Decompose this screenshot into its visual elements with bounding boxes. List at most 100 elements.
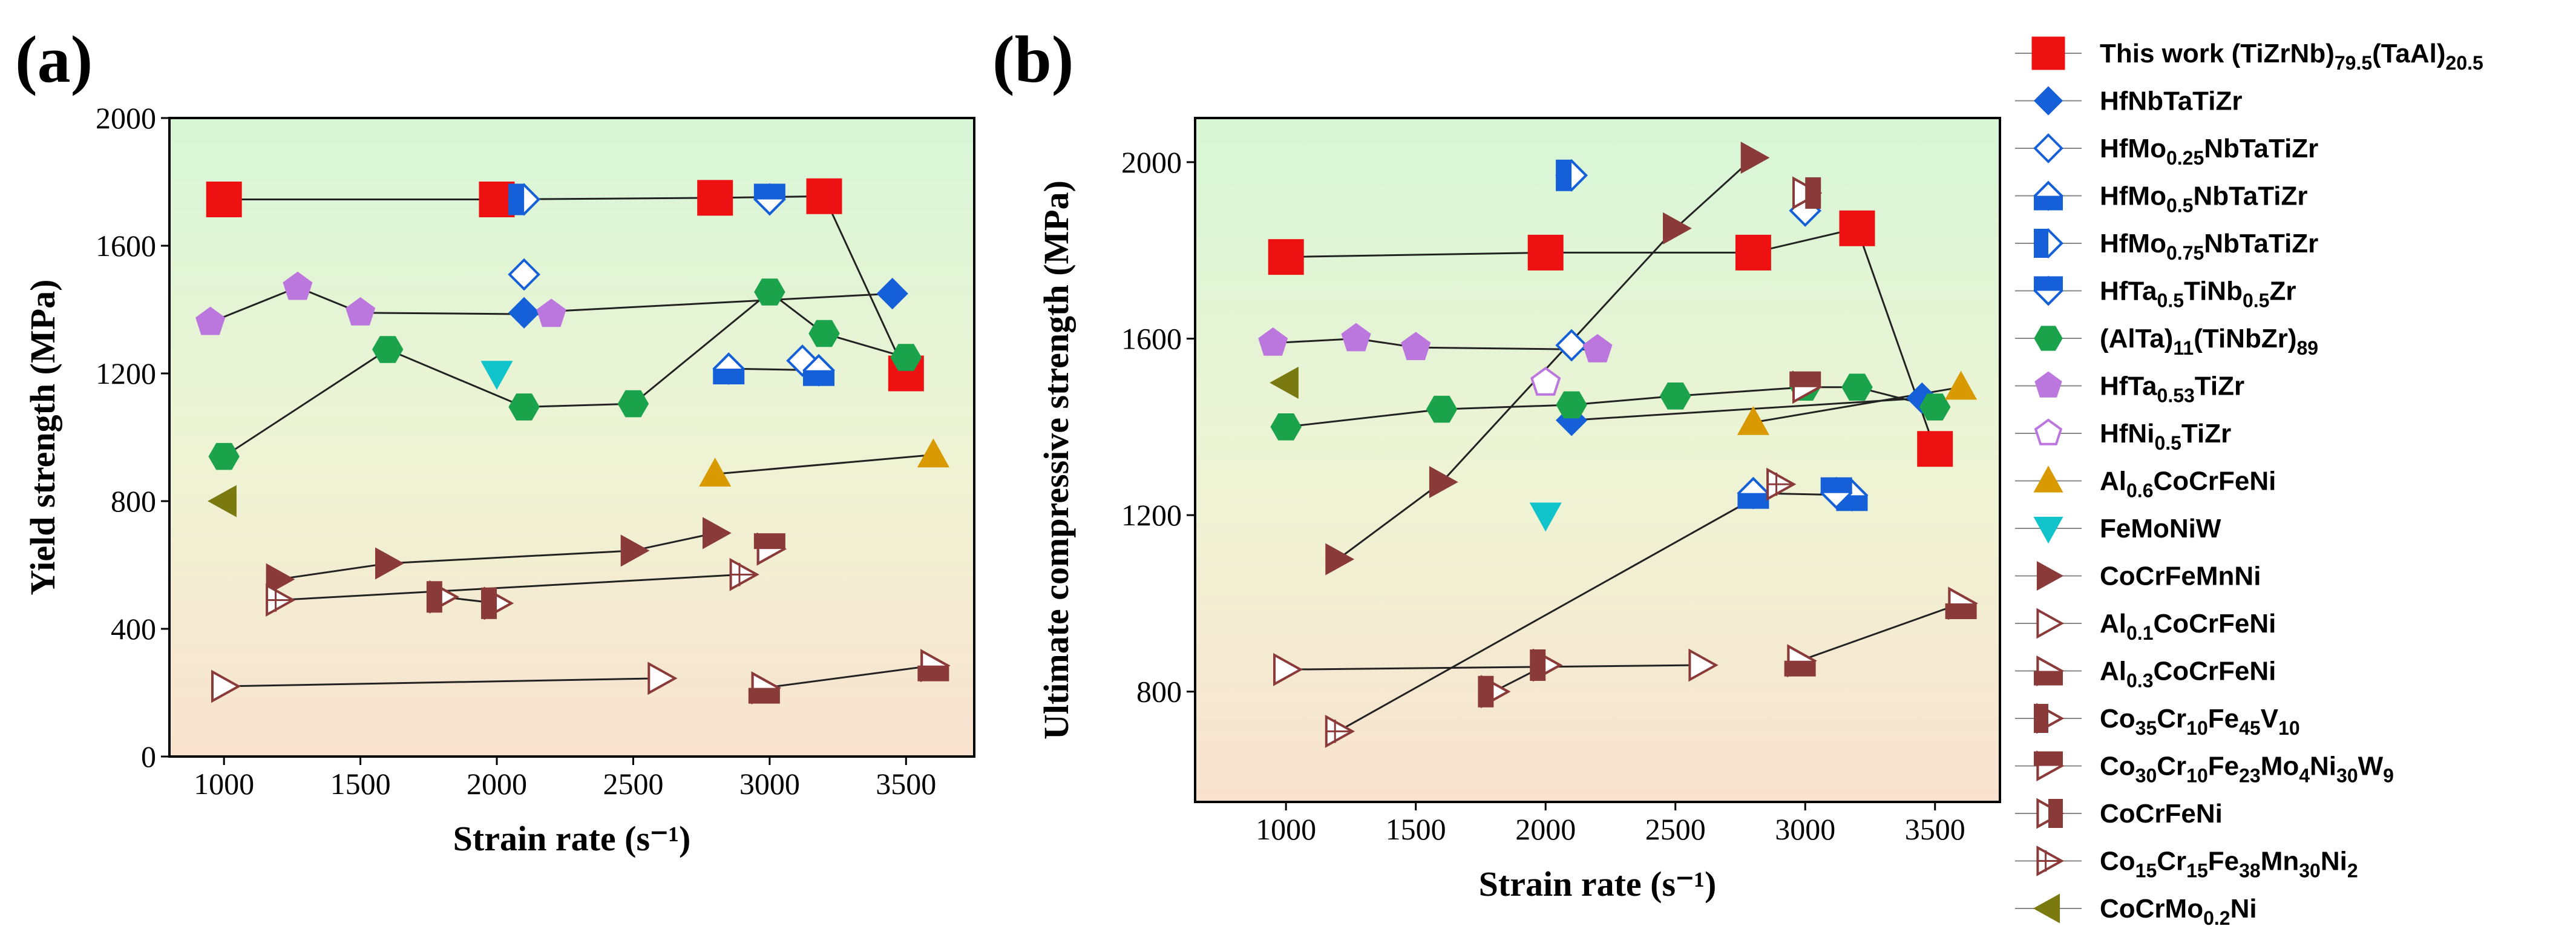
legend-label: FeMoNiW	[2100, 514, 2221, 543]
legend-label: HfNi0.5TiZr	[2100, 419, 2231, 454]
legend-marker	[2036, 560, 2064, 591]
series-line-al0-1cocrfeni	[224, 677, 661, 688]
data-point-co35cr10fe45v10	[1530, 648, 1563, 682]
data-point-alta-11-tinbzr-89	[1659, 383, 1691, 410]
x-tick-label: 3500	[876, 767, 936, 801]
series-line-cocrfemnni	[1337, 157, 1754, 560]
legend-label: HfNbTaTiZr	[2100, 87, 2242, 116]
data-point-co15cr15fe38mn30ni2	[1766, 467, 1797, 501]
y-tick-label: 1600	[1121, 322, 1182, 356]
legend-marker	[2034, 418, 2063, 445]
data-point-al0-6cocrfeni	[699, 458, 732, 487]
data-point-al0-1cocrfeni	[647, 662, 678, 695]
y-tick-label: 1200	[1121, 498, 1182, 532]
data-point-alta-11-tinbzr-89	[617, 390, 649, 418]
chart-panel-b: 1000 1500 2000 2500 3000 3500 800 1200 1600 2000 S…	[1037, 117, 2001, 904]
legend-marker	[2034, 703, 2065, 734]
plot-background	[1195, 118, 2000, 802]
legend-marker	[2033, 133, 2063, 163]
data-point-al0-1cocrfeni	[1688, 648, 1719, 682]
legend-item-al0-3cocrfeni: Al0.3CoCrFeNi	[2015, 655, 2276, 692]
plot-frame	[168, 117, 975, 758]
legend-item-alta-11-tinbzr-89: (AlTa)11(TiNbZr)89	[2015, 324, 2318, 359]
data-point-hfta0-53tizr	[1341, 323, 1371, 352]
data-point-hfmo0-25nbtatizr	[1555, 329, 1588, 362]
series-line-al0-3cocrfeni	[1800, 602, 1962, 662]
legend-label: Co35Cr10Fe45V10	[2100, 704, 2300, 739]
data-point-hfta0-53tizr	[195, 306, 226, 335]
data-point-this-work-tizrnb-79-5-taal-20-5	[1839, 210, 1875, 246]
legend-marker	[2036, 608, 2065, 639]
x-tick-label: 1000	[1256, 812, 1316, 846]
data-point-al0-3cocrfeni	[1945, 586, 1978, 620]
data-point-hfmo0-75nbtatizr	[508, 183, 540, 216]
data-point-hfmo0-25nbtatizr	[508, 258, 540, 291]
x-tick-label: 2000	[1515, 812, 1576, 846]
y-tick-label: 800	[1136, 675, 1182, 709]
panel-b-letter: (b)	[992, 22, 1073, 96]
data-point-alta-11-tinbzr-89	[1426, 395, 1458, 423]
data-point-this-work-tizrnb-79-5-taal-20-5	[479, 182, 515, 217]
legend-marker	[2033, 86, 2063, 116]
data-point-al0-1cocrfeni	[1273, 652, 1303, 686]
legend-marker	[2033, 275, 2063, 306]
data-point-cocrfemnni	[375, 547, 404, 580]
x-tick-label: 1000	[194, 767, 254, 801]
series-line-al0-3cocrfeni	[764, 665, 934, 689]
legend-marker	[2031, 36, 2065, 70]
data-points	[1258, 142, 1978, 748]
data-point-co15cr15fe38mn30ni2	[1325, 715, 1355, 748]
data-point-alta-11-tinbzr-89	[1270, 413, 1302, 441]
series-line-co15cr15fe38mn30ni2	[278, 573, 742, 601]
legend-item-femoniw: FeMoNiW	[2015, 514, 2221, 544]
data-point-hfta0-53tizr	[1401, 332, 1431, 360]
series-line-cocrfemnni	[278, 532, 716, 580]
x-axis-title: Strain rate (s⁻¹)	[453, 819, 691, 858]
data-point-al0-6cocrfeni	[1945, 370, 1978, 400]
data-point-al0-3cocrfeni	[917, 649, 951, 683]
y-tick-label: 400	[111, 612, 156, 646]
data-point-hfta0-5tinb0-5zr	[1820, 476, 1853, 510]
y-tick-label: 0	[141, 740, 156, 773]
data-point-alta-11-tinbzr-89	[508, 393, 540, 421]
legend-marker	[2033, 180, 2063, 211]
data-point-this-work-tizrnb-79-5-taal-20-5	[697, 180, 733, 216]
data-point-cocrfemnni	[266, 563, 295, 596]
data-point-al0-3cocrfeni	[748, 671, 781, 704]
legend-item-al0-1cocrfeni: Al0.1CoCrFeNi	[2015, 608, 2276, 644]
data-point-alta-11-tinbzr-89	[1841, 373, 1873, 401]
data-point-hfta0-53tizr	[283, 271, 313, 300]
legend-item-co15cr15fe38mn30ni2: Co15Cr15Fe38Mn30Ni2	[2015, 846, 2358, 882]
data-point-alta-11-tinbzr-89	[890, 344, 922, 371]
data-point-cocrfemnni	[620, 534, 650, 567]
legend-item-hfmo0-75nbtatizr: HfMo0.75NbTaTiZr	[2015, 228, 2318, 264]
legend-label: HfTa0.5TiNb0.5Zr	[2100, 277, 2296, 312]
data-point-co30cr10fe23mo4ni30w9	[753, 532, 787, 566]
series-line-hfnbtatizr	[524, 292, 893, 314]
legend-marker	[2034, 326, 2063, 351]
legend-item-al0-6cocrfeni: Al0.6CoCrFeNi	[2015, 465, 2276, 502]
legend-marker	[2033, 228, 2063, 258]
y-axis-title: Yield strength (MPa)	[23, 280, 62, 596]
legend-item-hfnbtatizr: HfNbTaTiZr	[2015, 86, 2242, 116]
data-point-hfta0-53tizr	[1258, 327, 1288, 356]
y-tick-label: 2000	[96, 101, 156, 135]
y-tick-label: 1200	[96, 356, 156, 390]
data-point-this-work-tizrnb-79-5-taal-20-5	[1268, 239, 1304, 275]
legend-item-co30cr10fe23mo4ni30w9: Co30Cr10Fe23Mo4Ni30W9	[2015, 750, 2394, 787]
data-point-al0-6cocrfeni	[917, 438, 949, 468]
legend-item-hfta0-5tinb0-5zr: HfTa0.5TiNb0.5Zr	[2015, 275, 2296, 312]
legend-label: Al0.6CoCrFeNi	[2100, 467, 2276, 502]
data-points	[195, 178, 951, 704]
data-point-co35cr10fe45v10	[426, 580, 459, 614]
data-point-this-work-tizrnb-79-5-taal-20-5	[806, 178, 842, 214]
data-point-co35cr10fe45v10	[1478, 675, 1511, 709]
data-point-cocrfemnni	[1325, 543, 1355, 576]
data-point-cocrfemnni	[1429, 465, 1458, 499]
legend-label: HfMo0.75NbTaTiZr	[2100, 229, 2318, 264]
legend-marker	[2034, 750, 2065, 781]
legend-item-cocrmo0-2ni: CoCrMo0.2Ni	[2015, 893, 2257, 929]
legend-item-cocrfeni: CoCrFeNi	[2015, 798, 2223, 829]
x-tick-label: 3000	[739, 767, 800, 801]
